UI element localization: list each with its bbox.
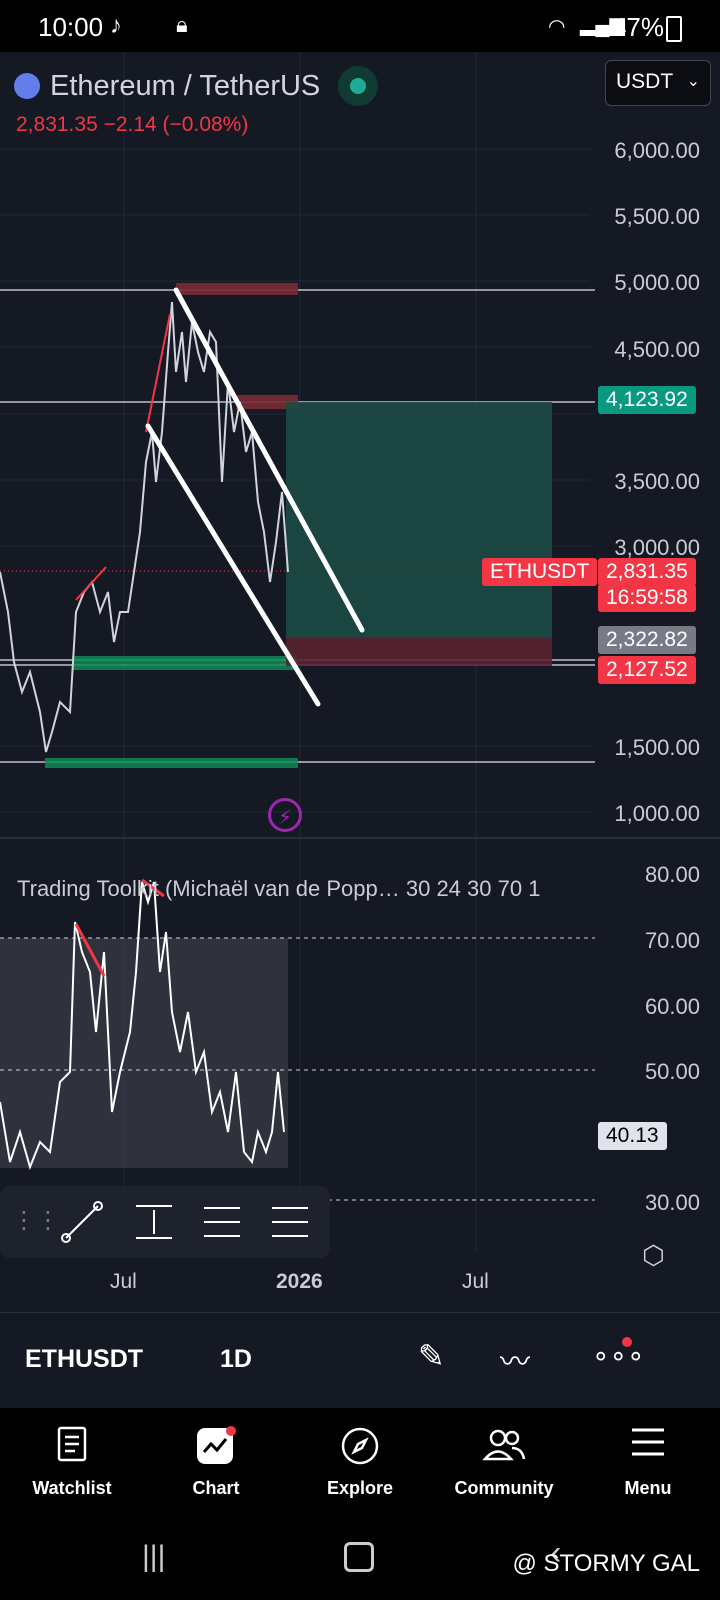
time-axis-label: Jul: [462, 1270, 489, 1293]
back-icon[interactable]: ‹: [550, 1534, 562, 1572]
countdown-tag: 16:59:58: [598, 584, 696, 612]
price-range-tool-icon[interactable]: [132, 1200, 176, 1244]
notification-dot-icon: [622, 1337, 632, 1347]
indicator-axis-label: 80.00: [644, 862, 700, 887]
nav-label: Explore: [326, 1478, 394, 1498]
main-chart[interactable]: [0, 52, 720, 1312]
status-bar: 10:00 ♪ 🔒︎ ◠ ▂▄▆ 47%: [0, 0, 720, 52]
fib-tool-icon[interactable]: [200, 1200, 244, 1244]
watermark: @ STORMY GAL: [512, 1550, 700, 1577]
nav-label: Watchlist: [32, 1478, 112, 1498]
more-options-icon[interactable]: ∘∘∘: [592, 1340, 645, 1371]
nav-explore[interactable]: Explore: [288, 1408, 432, 1520]
drawing-tools-bar[interactable]: ⋮⋮: [0, 1186, 330, 1258]
level-tag: 2,127.52: [598, 656, 696, 684]
watchlist-icon: [57, 1426, 87, 1462]
price-axis-label: 3,000.00: [614, 535, 700, 560]
target-price-tag: 4,123.92: [598, 386, 696, 414]
price-axis-label: 1,500.00: [614, 735, 700, 760]
price-axis-label: 4,500.00: [614, 337, 700, 362]
nav-watchlist[interactable]: Watchlist: [0, 1408, 144, 1520]
nav-menu[interactable]: Menu: [576, 1408, 720, 1520]
indicator-value-tag: 40.13: [598, 1122, 667, 1150]
recent-apps-icon[interactable]: |||: [142, 1540, 166, 1573]
indicator-axis-label: 70.00: [644, 928, 700, 953]
signal-icon: ▂▄▆: [580, 14, 625, 36]
drag-handle-icon[interactable]: ⋮⋮: [12, 1207, 60, 1234]
toolbar-symbol[interactable]: ETHUSDT: [25, 1345, 144, 1373]
nav-label: Menu: [624, 1478, 672, 1498]
trendline-tool-icon[interactable]: [60, 1200, 104, 1244]
nav-community[interactable]: Community: [432, 1408, 576, 1520]
price-axis-label: 6,000.00: [614, 138, 700, 163]
battery-percent: 47%: [611, 12, 664, 42]
nav-label: Community: [454, 1478, 554, 1498]
nav-label: Chart: [192, 1478, 240, 1498]
level-tag: 2,322.82: [598, 626, 696, 654]
chart-icon: [197, 1426, 236, 1464]
tiktok-icon: ♪: [110, 12, 122, 39]
time-axis-label: 2026: [276, 1270, 323, 1293]
currency-select[interactable]: USDT ⌄: [605, 60, 711, 106]
symbol-header[interactable]: Ethereum / TetherUS: [14, 64, 379, 108]
price-axis-label: 3,500.00: [614, 469, 700, 494]
currency-label: USDT: [616, 70, 674, 93]
home-icon[interactable]: [344, 1542, 374, 1572]
battery-icon: [666, 16, 682, 42]
indicator-axis-label: 30.00: [644, 1190, 700, 1215]
last-price-tag: 2,831.35: [598, 558, 696, 586]
timeframe-button[interactable]: 1D: [220, 1345, 252, 1373]
chevron-down-icon: ⌄: [686, 73, 700, 90]
price-axis-label: 5,500.00: [614, 204, 700, 229]
market-open-icon: [338, 66, 379, 106]
status-time: 10:00: [38, 12, 104, 42]
wifi-icon: ◠: [548, 16, 566, 38]
system-nav-bar: ||| ‹: [0, 1520, 720, 1600]
bottom-nav: Watchlist Chart Explore Community Menu: [0, 1408, 720, 1520]
indicators-icon[interactable]: 〰: [500, 1346, 530, 1379]
ethereum-logo-icon: [14, 73, 40, 99]
indicator-label[interactable]: Trading Toolkit (Michaël van de Popp… 30…: [17, 876, 541, 901]
symbol-tag: ETHUSDT: [482, 558, 598, 586]
lock-icon: 🔒︎: [176, 12, 188, 37]
lightning-icon[interactable]: ⚡︎: [268, 798, 302, 832]
community-icon: [482, 1429, 526, 1461]
chart-settings-icon[interactable]: ⬡: [642, 1240, 665, 1270]
time-axis-label: Jul: [110, 1270, 137, 1293]
quote-line: 2,831.35 −2.14 (−0.08%): [16, 113, 249, 136]
price-axis-label: 1,000.00: [614, 801, 700, 826]
symbol-title[interactable]: Ethereum / TetherUS: [50, 69, 321, 102]
fib-extension-tool-icon[interactable]: [268, 1200, 312, 1244]
pencil-icon[interactable]: ✎: [418, 1338, 445, 1374]
chart-area[interactable]: 6,000.00 5,500.00 5,000.00 4,500.00 3,50…: [0, 52, 720, 1312]
menu-icon: [632, 1428, 664, 1456]
bottom-toolbar: ETHUSDT 1D ✎ 〰 ∘∘∘: [0, 1312, 720, 1409]
indicator-axis-label: 50.00: [644, 1059, 700, 1084]
price-axis-label: 5,000.00: [614, 270, 700, 295]
nav-chart[interactable]: Chart: [144, 1408, 288, 1520]
compass-icon: [341, 1427, 379, 1465]
indicator-axis-label: 60.00: [644, 994, 700, 1019]
